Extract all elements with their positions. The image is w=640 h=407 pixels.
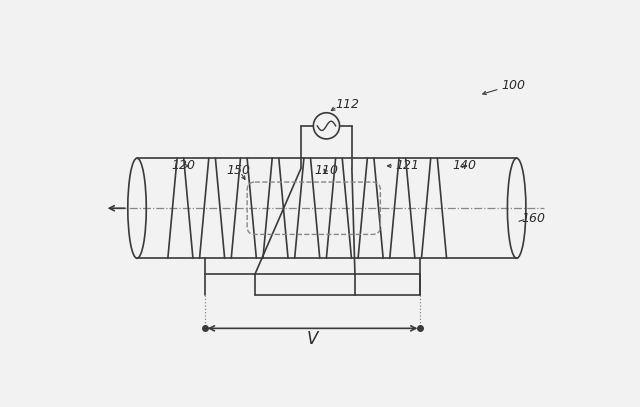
Text: 100: 100 xyxy=(501,79,525,92)
Text: 160: 160 xyxy=(521,212,545,225)
Text: V: V xyxy=(307,330,318,348)
Text: 121: 121 xyxy=(396,160,420,173)
Text: 150: 150 xyxy=(227,164,250,177)
Text: 110: 110 xyxy=(314,164,338,177)
Text: 140: 140 xyxy=(452,160,477,173)
Text: 120: 120 xyxy=(171,160,195,173)
Text: 112: 112 xyxy=(336,98,360,111)
